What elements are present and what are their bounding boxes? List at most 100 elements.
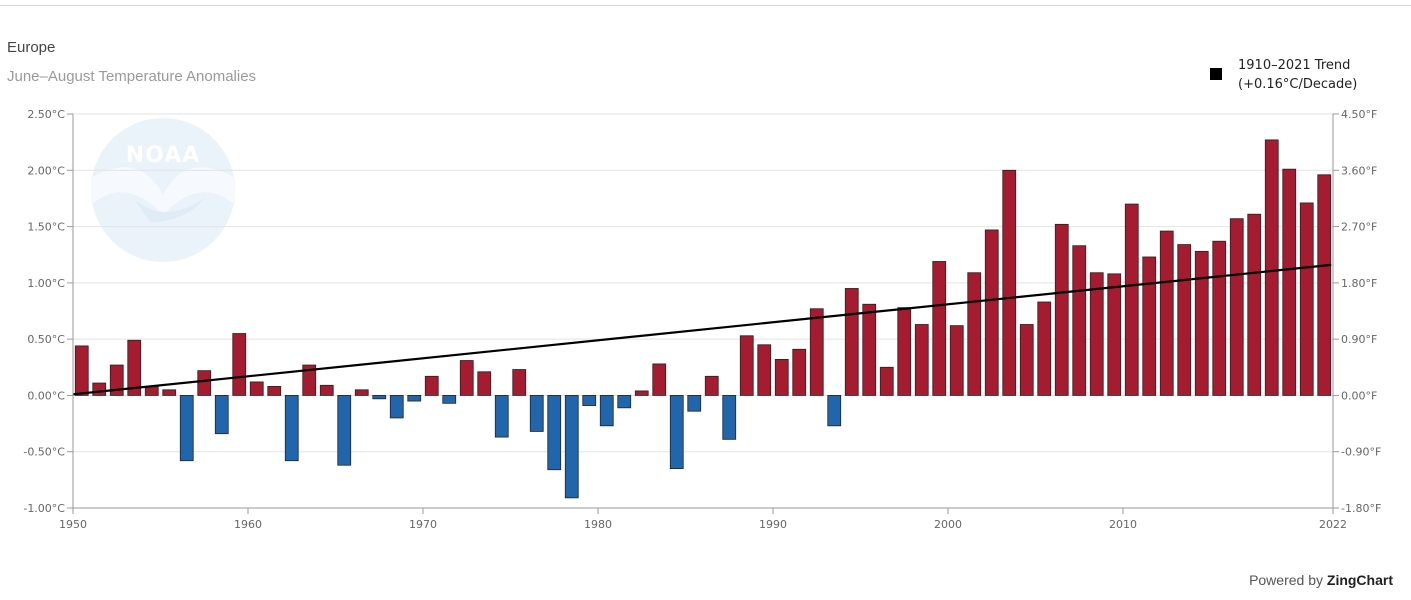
y-tick-label-right: -0.90°F: [1341, 446, 1381, 459]
x-tick-label: 2000: [934, 518, 962, 531]
bar-1991: [792, 348, 807, 396]
bar-2008: [1089, 272, 1104, 396]
bar-1988: [739, 335, 754, 396]
bars: [74, 139, 1332, 499]
bar-1971: [442, 395, 457, 404]
bar-1986: [704, 375, 719, 396]
bar-1985: [687, 395, 702, 412]
x-tick-label: 2022: [1319, 518, 1347, 531]
bar-2019: [1282, 168, 1297, 396]
bar-1970: [424, 375, 439, 396]
bar-1952: [109, 364, 124, 396]
y-tick-label-right: 2.70°F: [1341, 221, 1377, 234]
bar-1981: [617, 395, 632, 409]
bar-1955: [162, 389, 177, 396]
bar-1953: [127, 339, 142, 396]
bar-1966: [354, 389, 369, 396]
bar-2006: [1054, 223, 1069, 396]
y-tick-label-left: 1.50°C: [27, 221, 65, 234]
x-tick-label: 1950: [59, 518, 87, 531]
bar-1964: [319, 384, 334, 396]
x-tick-label: 1960: [234, 518, 262, 531]
x-tick-label: 1980: [584, 518, 612, 531]
bar-1961: [267, 386, 282, 396]
y-tick-label-left: 0.00°C: [27, 389, 65, 402]
bar-1989: [757, 344, 772, 396]
bar-1978: [564, 395, 579, 499]
bar-1975: [512, 369, 527, 396]
bar-1951: [92, 382, 107, 396]
bar-1987: [722, 395, 737, 440]
y-tick-label-left: -1.00°C: [23, 502, 65, 515]
bar-2014: [1194, 250, 1209, 396]
bar-1973: [477, 371, 492, 396]
bar-2010: [1124, 203, 1139, 396]
x-tick-label: 2010: [1109, 518, 1137, 531]
bar-2007: [1072, 245, 1087, 396]
legend-label: 1910–2021 Trend (+0.16°C/Decade): [1238, 56, 1357, 94]
bar-1963: [302, 364, 317, 396]
y-tick-label-left: 2.00°C: [27, 164, 65, 177]
bar-2015: [1212, 240, 1227, 396]
bar-1960: [249, 381, 264, 396]
trend-line: [72, 263, 1332, 396]
bar-1982: [634, 390, 649, 396]
bar-2000: [949, 325, 964, 396]
bar-1962: [284, 395, 299, 462]
y-tick-label-right: 4.50°F: [1341, 108, 1377, 121]
y-tick-label-left: 1.00°C: [27, 277, 65, 290]
legend-label-line1: 1910–2021 Trend: [1238, 58, 1351, 73]
y-tick-label-right: -1.80°F: [1341, 502, 1381, 515]
y-tick-label-right: 1.80°F: [1341, 277, 1377, 290]
y-tick-label-right: 0.90°F: [1341, 333, 1377, 346]
bar-1984: [669, 395, 684, 469]
bar-2013: [1177, 244, 1192, 396]
bar-1950: [74, 345, 89, 396]
chart-title: Europe: [7, 39, 56, 56]
bar-1968: [389, 395, 404, 419]
y-tick-label-right: 0.00°F: [1341, 389, 1377, 402]
bar-2002: [984, 229, 999, 396]
bar-1977: [547, 395, 562, 471]
bar-1974: [494, 395, 509, 438]
bar-2003: [1002, 169, 1017, 396]
bar-1956: [179, 395, 194, 462]
y-tick-label-left: 2.50°C: [27, 108, 65, 121]
credit-prefix: Powered by: [1249, 572, 1323, 588]
bar-1996: [879, 366, 894, 396]
noaa-logo-watermark: NOAA: [91, 118, 235, 262]
bar-1990: [774, 359, 789, 396]
bar-1967: [372, 395, 387, 400]
bar-1993: [827, 395, 842, 427]
bar-1965: [337, 395, 352, 466]
bar-2020: [1299, 202, 1314, 396]
x-tick-label: 1990: [759, 518, 787, 531]
bar-1954: [144, 386, 159, 396]
legend-swatch: [1210, 68, 1222, 80]
bar-2005: [1037, 301, 1052, 396]
bar-1980: [599, 395, 614, 427]
bar-1958: [214, 395, 229, 435]
bar-1983: [652, 363, 667, 396]
bar-1959: [232, 333, 247, 396]
bar-1992: [809, 308, 824, 396]
bar-1969: [407, 395, 422, 402]
bar-1998: [914, 324, 929, 396]
bar-2018: [1264, 139, 1279, 396]
y-tick-label-right: 3.60°F: [1341, 164, 1377, 177]
chart-subtitle: June–August Temperature Anomalies: [7, 68, 257, 85]
bar-1999: [932, 261, 947, 396]
legend[interactable]: 1910–2021 Trend (+0.16°C/Decade): [1210, 56, 1357, 94]
bar-2004: [1019, 324, 1034, 396]
top-divider: [0, 5, 1411, 6]
bar-2012: [1159, 230, 1174, 396]
axes: -1.00°C -1.80°F -0.50°C -0.90°F 0.00°C 0.00°F…: [23, 108, 1381, 531]
bar-1994: [844, 288, 859, 396]
bar-1957: [197, 370, 212, 396]
legend-label-line2: (+0.16°C/Decade): [1238, 77, 1358, 92]
bar-2011: [1142, 256, 1157, 396]
powered-by-credit[interactable]: Powered by ZingChart: [1249, 572, 1393, 588]
bar-1976: [529, 395, 544, 432]
x-tick-label: 1970: [409, 518, 437, 531]
